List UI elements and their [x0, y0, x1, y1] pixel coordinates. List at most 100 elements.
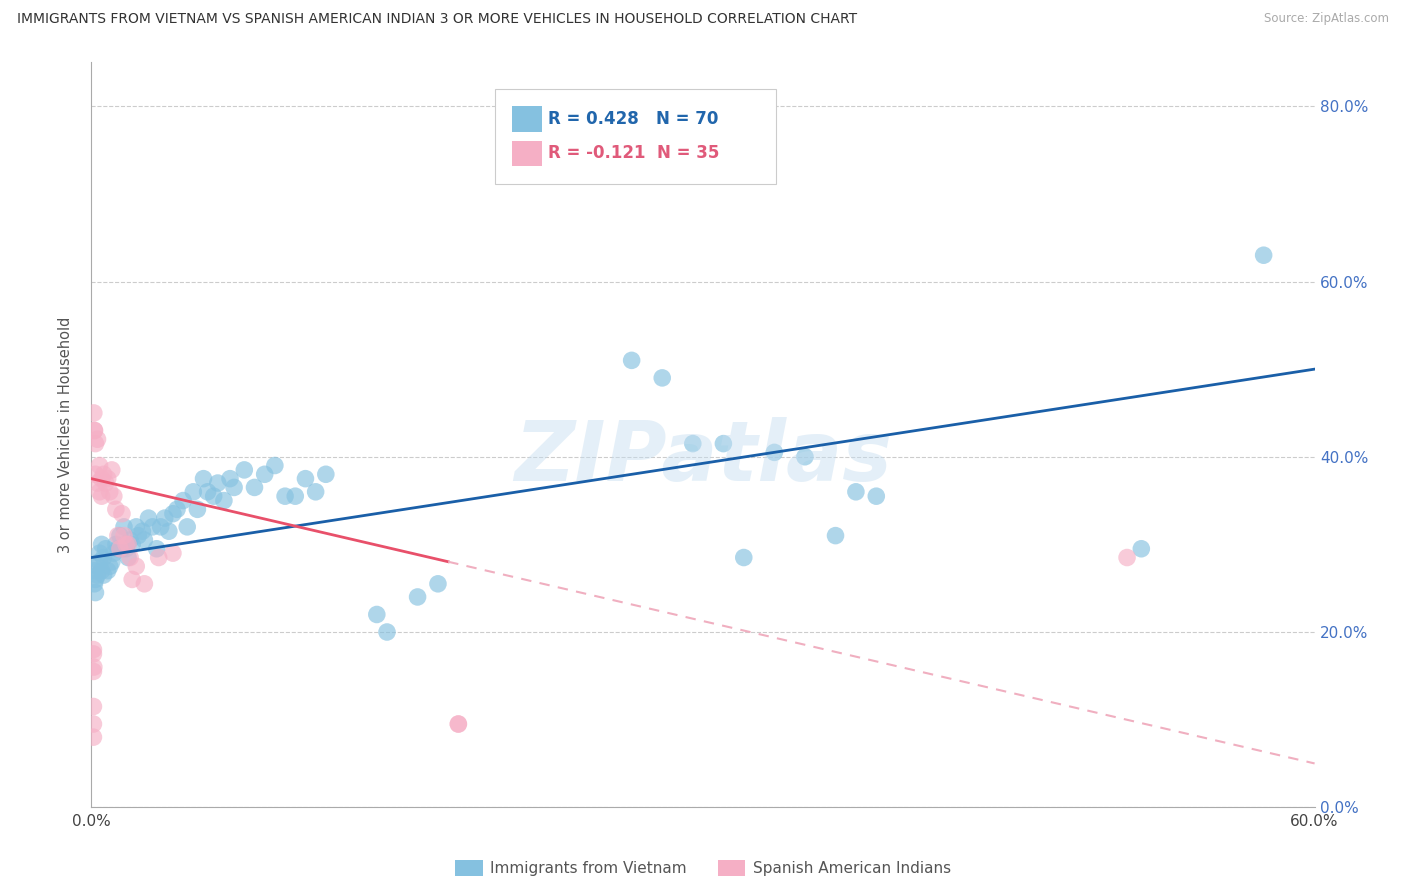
Point — [108, 541, 131, 556]
Point — [193, 472, 215, 486]
Point — [176, 520, 198, 534]
Point — [162, 507, 184, 521]
Point — [1253, 248, 1275, 262]
Point — [97, 472, 120, 486]
Point — [86, 432, 108, 446]
Point — [101, 463, 124, 477]
Point — [264, 458, 287, 473]
Point — [107, 528, 129, 542]
Point — [103, 489, 125, 503]
Point — [108, 528, 131, 542]
Point — [138, 511, 160, 525]
Point — [101, 555, 124, 569]
Point — [90, 489, 112, 503]
Point — [111, 541, 134, 556]
Point — [84, 564, 107, 578]
Point — [93, 568, 115, 582]
Point — [117, 550, 139, 565]
Point — [86, 476, 108, 491]
Point — [1130, 541, 1153, 556]
Legend: Immigrants from Vietnam, Spanish American Indians: Immigrants from Vietnam, Spanish America… — [449, 855, 957, 882]
Point — [83, 424, 105, 438]
Point — [134, 577, 156, 591]
Point — [82, 730, 104, 744]
Point — [84, 585, 107, 599]
Point — [90, 472, 112, 486]
Point — [83, 424, 105, 438]
Point — [219, 472, 242, 486]
Point — [447, 717, 470, 731]
Point — [447, 717, 470, 731]
Point — [284, 489, 307, 503]
Point — [89, 546, 111, 560]
Point — [84, 573, 107, 587]
Text: ZIPatlas: ZIPatlas — [515, 417, 891, 498]
Point — [427, 577, 450, 591]
Point — [121, 537, 143, 551]
Point — [94, 541, 117, 556]
Point — [212, 493, 235, 508]
Point — [153, 511, 176, 525]
Point — [82, 699, 104, 714]
Point — [824, 528, 846, 542]
Point — [186, 502, 208, 516]
Point — [84, 467, 107, 482]
Point — [375, 625, 398, 640]
Point — [127, 528, 149, 542]
Point — [620, 353, 643, 368]
Point — [162, 546, 184, 560]
Point — [222, 480, 246, 494]
Text: IMMIGRANTS FROM VIETNAM VS SPANISH AMERICAN INDIAN 3 OR MORE VEHICLES IN HOUSEHO: IMMIGRANTS FROM VIETNAM VS SPANISH AMERI… — [17, 12, 858, 26]
Y-axis label: 3 or more Vehicles in Household: 3 or more Vehicles in Household — [58, 317, 73, 553]
Point — [134, 533, 156, 547]
Point — [145, 541, 167, 556]
Text: Source: ZipAtlas.com: Source: ZipAtlas.com — [1264, 12, 1389, 25]
Point — [115, 541, 138, 556]
Point — [82, 717, 104, 731]
Point — [104, 537, 127, 551]
Point — [157, 524, 180, 539]
Point — [83, 660, 105, 674]
Point — [253, 467, 276, 482]
Point — [98, 484, 121, 499]
Point — [112, 520, 135, 534]
Point — [406, 590, 429, 604]
Point — [93, 550, 115, 565]
FancyBboxPatch shape — [512, 106, 541, 132]
Point — [89, 484, 111, 499]
Point — [89, 555, 111, 569]
FancyBboxPatch shape — [495, 88, 776, 184]
Point — [202, 489, 225, 503]
Point — [315, 467, 337, 482]
Point — [97, 564, 120, 578]
Point — [172, 493, 194, 508]
Point — [865, 489, 887, 503]
Point — [103, 546, 125, 560]
Point — [104, 502, 127, 516]
Point — [84, 436, 107, 450]
Point — [112, 528, 135, 542]
Point — [111, 507, 134, 521]
Point — [125, 559, 148, 574]
Point — [366, 607, 388, 622]
Text: R = 0.428   N = 70: R = 0.428 N = 70 — [548, 110, 718, 128]
Point — [94, 476, 117, 491]
Point — [166, 502, 188, 516]
Point — [274, 489, 297, 503]
Point — [89, 458, 111, 473]
Point — [120, 533, 142, 547]
Point — [304, 484, 326, 499]
Point — [83, 577, 105, 591]
Point — [149, 520, 172, 534]
Point — [120, 550, 142, 565]
Point — [83, 406, 105, 420]
Point — [98, 559, 121, 574]
Point — [711, 436, 734, 450]
Point — [82, 647, 104, 661]
Point — [243, 480, 266, 494]
Point — [733, 550, 755, 565]
Point — [845, 484, 868, 499]
Point — [763, 445, 786, 459]
Point — [125, 520, 148, 534]
Point — [82, 665, 104, 679]
